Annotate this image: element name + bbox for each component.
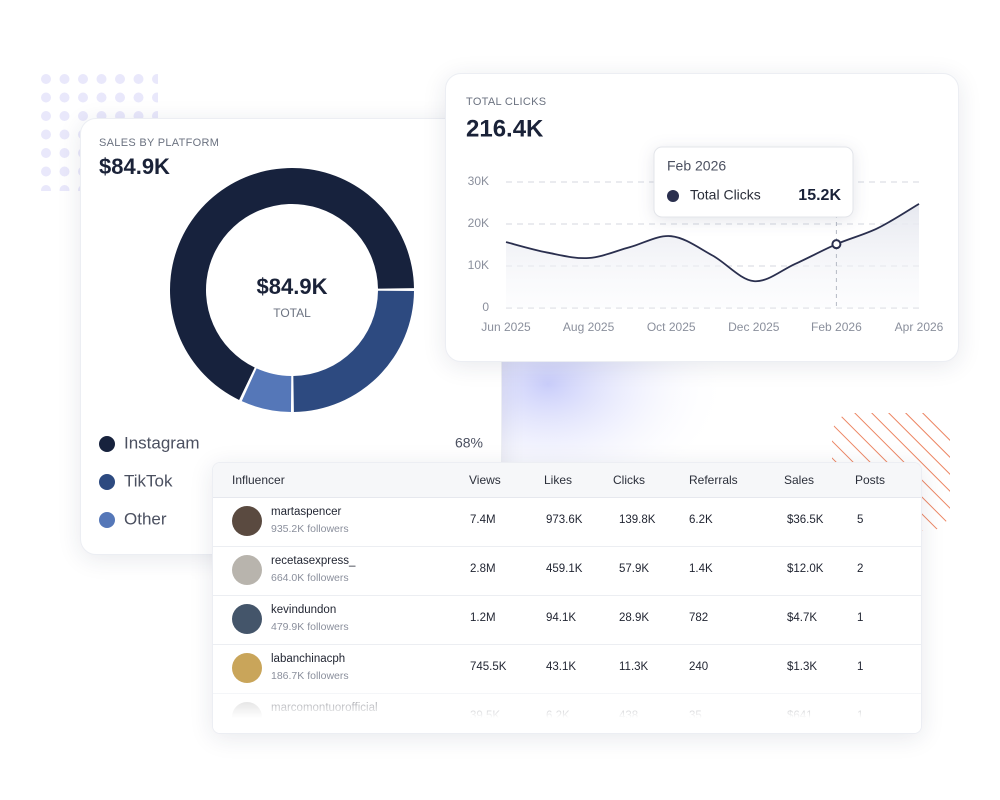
influencer-name: martaspencer bbox=[271, 506, 342, 518]
table-cell: 43.1K bbox=[546, 661, 577, 673]
legend-swatch bbox=[99, 512, 115, 528]
table-cell: 6.2K bbox=[689, 514, 713, 526]
legend-value: 68% bbox=[455, 435, 483, 451]
table-cell: 2 bbox=[857, 563, 864, 575]
table-row bbox=[213, 497, 921, 547]
avatar bbox=[232, 555, 262, 585]
table-cell: 745.5K bbox=[470, 661, 507, 673]
table-cell: 57.9K bbox=[619, 563, 650, 575]
table-cell: 11.3K bbox=[619, 661, 649, 673]
table-header bbox=[213, 463, 921, 498]
center-label: TOTAL bbox=[273, 306, 311, 320]
table-cell: 240 bbox=[689, 661, 709, 673]
column-header: Sales bbox=[784, 473, 815, 487]
y-tick-label: 0 bbox=[482, 300, 489, 314]
legend-swatch bbox=[99, 474, 115, 490]
legend-label: TikTok bbox=[124, 471, 173, 490]
influencer-name: kevindundon bbox=[271, 604, 337, 616]
x-tick-label: Apr 2026 bbox=[895, 320, 944, 334]
tooltip-value: 15.2K bbox=[798, 187, 841, 204]
x-tick-label: Feb 2026 bbox=[811, 320, 862, 334]
table-cell: 139.8K bbox=[619, 514, 656, 526]
tooltip-swatch bbox=[667, 190, 679, 202]
table-cell: 1.2M bbox=[470, 612, 496, 624]
table-cell: 459.1K bbox=[546, 563, 583, 575]
column-header: Posts bbox=[855, 473, 886, 487]
legend-label: Instagram bbox=[124, 433, 200, 452]
legend-label: Other bbox=[124, 509, 167, 528]
table-cell: $1.3K bbox=[787, 661, 818, 673]
card-title: TOTAL CLICKS bbox=[466, 96, 546, 108]
table-cell: 1.4K bbox=[689, 563, 713, 575]
avatar bbox=[232, 604, 262, 634]
x-tick-label: Aug 2025 bbox=[563, 320, 615, 334]
column-header: Referrals bbox=[689, 473, 738, 487]
y-tick-label: 20K bbox=[468, 216, 489, 230]
line bbox=[505, 203, 920, 283]
table-cell: 94.1K bbox=[546, 612, 577, 624]
legend-swatch bbox=[99, 436, 115, 452]
table-cell: 28.9K bbox=[619, 612, 650, 624]
column-header: Likes bbox=[544, 473, 573, 487]
table-row bbox=[213, 595, 921, 645]
tooltip-series: Total Clicks bbox=[690, 187, 761, 203]
y-tick-label: 30K bbox=[468, 174, 489, 188]
tooltip: Feb 2026 Total Clicks 15.2K bbox=[653, 146, 854, 218]
table-cell: 1 bbox=[857, 612, 864, 624]
donut-segment bbox=[169, 167, 414, 400]
card-title: SALES BY PLATFORM bbox=[99, 137, 219, 149]
table-cell: 782 bbox=[689, 612, 709, 624]
tooltip-box bbox=[653, 146, 854, 218]
table-cell: 5 bbox=[857, 514, 864, 526]
clicks-card: TOTAL CLICKS 216.4K 0 10K 20K 30K Jun 2025 Au… bbox=[445, 73, 959, 362]
table-cell: $4.7K bbox=[787, 612, 818, 624]
avatar bbox=[232, 653, 262, 683]
column-header: Influencer bbox=[232, 473, 285, 487]
followers: 935.2K followers bbox=[271, 523, 349, 535]
hover-point bbox=[831, 239, 842, 250]
table-cell: 7.4M bbox=[470, 514, 496, 526]
table-cell: 1 bbox=[857, 661, 864, 673]
center-value: $84.9K bbox=[257, 274, 328, 299]
influencer-name: labanchinacph bbox=[271, 653, 346, 665]
influencer-name: recetasexpress_ bbox=[271, 555, 356, 567]
x-tick-label: Dec 2025 bbox=[728, 320, 780, 334]
donut-segment bbox=[241, 368, 292, 412]
table-cell: $12.0K bbox=[787, 563, 824, 575]
influencer-table: Influencer Views Likes Clicks Referrals Sales… bbox=[212, 462, 922, 734]
tooltip-title: Feb 2026 bbox=[667, 158, 726, 174]
table-cell: $36.5K bbox=[787, 514, 824, 526]
y-tick-label: 10K bbox=[468, 258, 489, 272]
card-value: 216.4K bbox=[466, 115, 544, 142]
table-cell: 2.8M bbox=[470, 563, 496, 575]
donut-segment bbox=[293, 290, 414, 412]
followers: 186.7K followers bbox=[271, 670, 349, 682]
followers: 479.9K followers bbox=[271, 621, 349, 633]
column-header: Clicks bbox=[613, 473, 645, 487]
avatar bbox=[232, 506, 262, 536]
table-row bbox=[213, 546, 921, 596]
table-cell: 973.6K bbox=[546, 514, 583, 526]
x-tick-label: Jun 2025 bbox=[481, 320, 531, 334]
fade bbox=[213, 683, 921, 733]
donut-chart: SALES BY PLATFORM $84.9K $84.9K TOTAL In… bbox=[99, 137, 483, 528]
line-chart: TOTAL CLICKS 216.4K 0 10K 20K 30K Jun 2025 Au… bbox=[466, 96, 944, 334]
column-header: Views bbox=[469, 473, 501, 487]
card-value: $84.9K bbox=[99, 154, 170, 179]
x-tick-label: Oct 2025 bbox=[647, 320, 696, 334]
followers: 664.0K followers bbox=[271, 572, 349, 584]
